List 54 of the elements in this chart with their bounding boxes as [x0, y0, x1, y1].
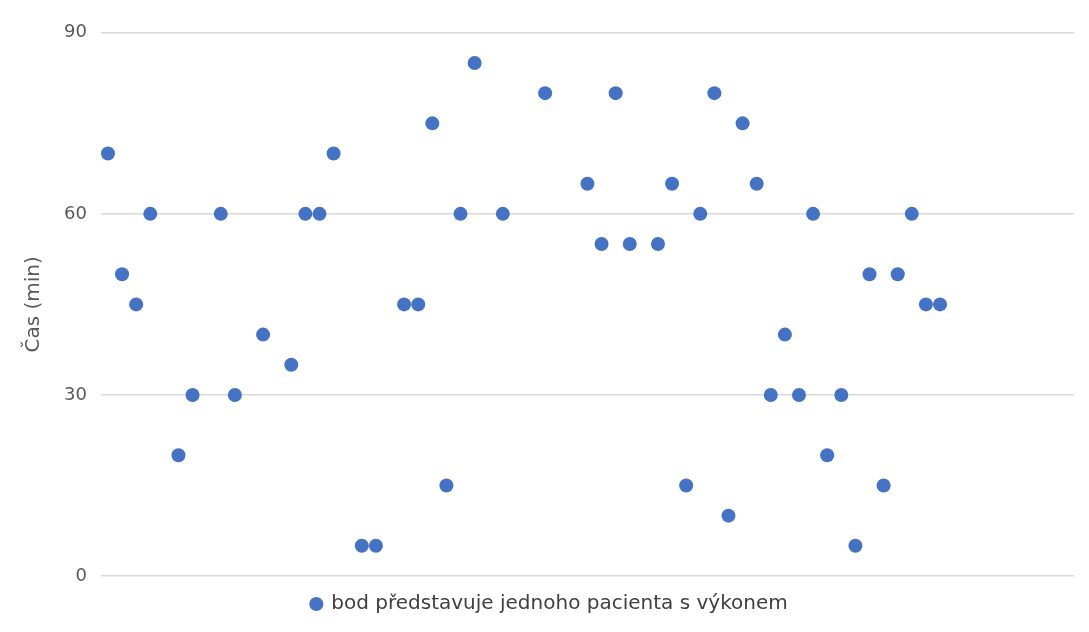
point [918, 297, 933, 312]
point [439, 478, 454, 493]
point [326, 146, 341, 161]
point [256, 327, 271, 342]
point [580, 176, 595, 191]
point [707, 86, 722, 101]
point [777, 327, 792, 342]
point [227, 387, 242, 402]
point [665, 176, 680, 191]
point [411, 297, 426, 312]
legend-label: bod představuje jednoho pacienta s výkonem [331, 590, 788, 615]
point [354, 538, 369, 553]
point [213, 206, 228, 221]
point [312, 206, 327, 221]
point [763, 387, 778, 402]
point [453, 206, 468, 221]
y-tick-label: 0 [75, 563, 87, 585]
point [608, 86, 623, 101]
point [368, 538, 383, 553]
point [820, 448, 835, 463]
point [538, 86, 553, 101]
point [876, 478, 891, 493]
point [143, 206, 158, 221]
point [834, 387, 849, 402]
y-tick-label: 90 [64, 20, 87, 42]
point [425, 116, 440, 131]
point [185, 387, 200, 402]
point [721, 508, 736, 523]
point [693, 206, 708, 221]
point [495, 206, 510, 221]
point [467, 55, 482, 70]
y-tick-label: 30 [64, 382, 87, 404]
point [298, 206, 313, 221]
point [862, 267, 877, 282]
point [890, 267, 905, 282]
point [622, 237, 637, 252]
point [100, 146, 115, 161]
point [397, 297, 412, 312]
point [735, 116, 750, 131]
point [749, 176, 764, 191]
point [115, 267, 130, 282]
point [904, 206, 919, 221]
point [792, 387, 806, 402]
point [933, 297, 948, 312]
y-tick-label: 60 [64, 201, 87, 223]
point [171, 448, 186, 463]
point [806, 206, 821, 221]
point [594, 237, 609, 252]
point [129, 297, 144, 312]
y-axis-title: Čas (min) [20, 256, 45, 353]
point [284, 357, 299, 372]
point [848, 538, 863, 553]
point [679, 478, 694, 493]
point [650, 237, 665, 252]
